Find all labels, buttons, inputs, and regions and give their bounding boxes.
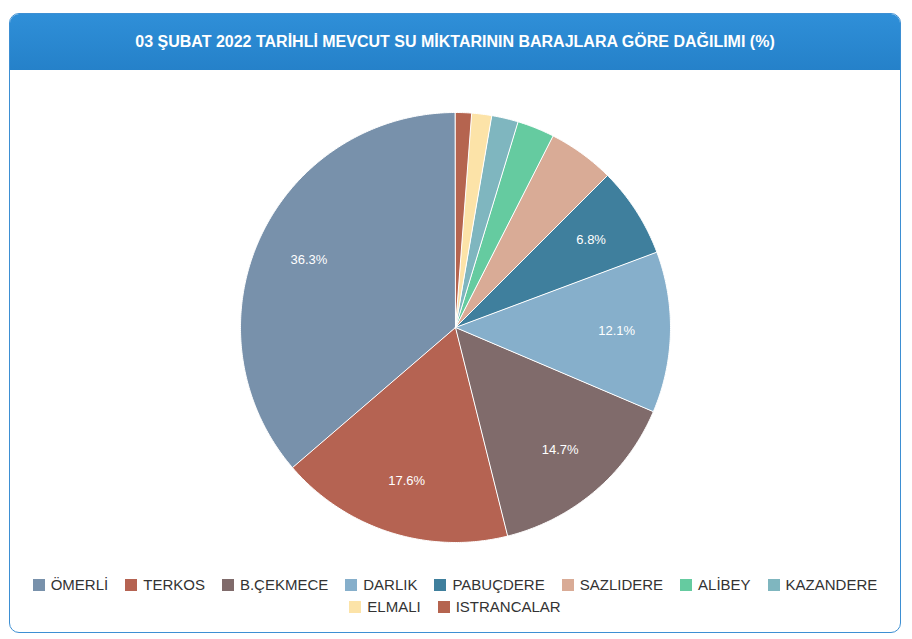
html-text:TERKOS: TERKOS <box>143 576 205 593</box>
html-text:ELMALI: ELMALI <box>367 598 421 615</box>
html-text:PABUÇDERE: PABUÇDERE <box>452 576 545 593</box>
svg-text:6.8%: 6.8% <box>576 232 606 247</box>
html-text:SAZLIDERE: SAZLIDERE <box>579 576 664 593</box>
svg-text:17.6%: 17.6% <box>388 473 425 488</box>
html-text:ALİBEY: ALİBEY <box>698 576 751 593</box>
svg-text:12.1%: 12.1% <box>598 323 635 338</box>
html-text:DARLIK: DARLIK <box>363 576 418 593</box>
html-text:KAZANDERE: KAZANDERE <box>785 576 878 593</box>
html-text:B.ÇEKMECE: B.ÇEKMECE <box>239 576 329 593</box>
html-text:ISTRANCALAR: ISTRANCALAR <box>455 598 561 615</box>
html-text:03 ŞUBAT 2022 TARİHLİ MEVCUT S: 03 ŞUBAT 2022 TARİHLİ MEVCUT SU MİKTARIN… <box>135 33 775 50</box>
svg-text:14.7%: 14.7% <box>542 442 579 457</box>
html-text:ÖMERLİ: ÖMERLİ <box>50 576 109 593</box>
svg-text:36.3%: 36.3% <box>291 252 328 267</box>
